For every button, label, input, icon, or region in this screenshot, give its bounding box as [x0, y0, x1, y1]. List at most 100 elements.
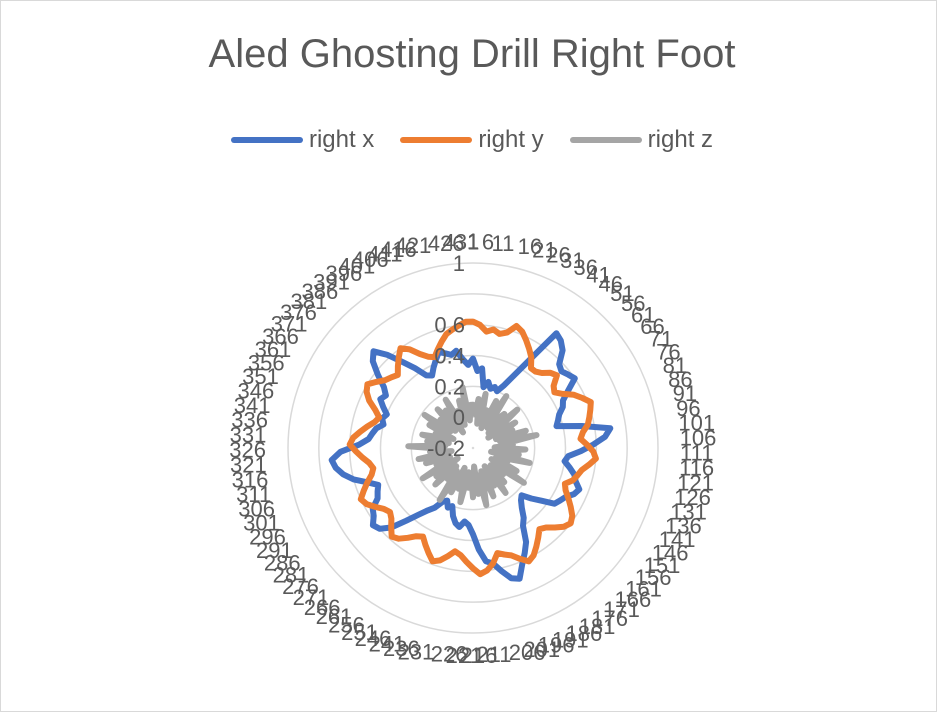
category-label: 256 — [328, 613, 365, 638]
category-label: 91 — [673, 381, 697, 406]
category-label: 206 — [509, 640, 546, 665]
legend-swatch-right-x — [230, 137, 303, 143]
category-label: 426 — [428, 231, 465, 256]
category-label: 241 — [369, 632, 406, 657]
category-label: 101 — [678, 411, 715, 436]
category-label: 396 — [325, 261, 362, 286]
legend-label-right-z: right z — [647, 126, 714, 153]
category-label: 401 — [338, 254, 375, 279]
category-label: 151 — [644, 553, 681, 578]
category-label: 11 — [491, 231, 514, 256]
category-label: 156 — [635, 565, 672, 590]
category-label: 391 — [313, 270, 350, 295]
legend-swatch-right-z — [569, 137, 642, 143]
category-label: 126 — [674, 485, 711, 510]
category-label: 386 — [301, 279, 338, 304]
chart-title: Aled Ghosting Drill Right Foot — [208, 32, 736, 76]
category-label: 231 — [398, 639, 435, 664]
category-label: 286 — [264, 551, 301, 576]
category-label: 41 — [586, 263, 610, 288]
category-label: 276 — [282, 574, 319, 599]
category-label: 106 — [680, 426, 717, 451]
category-label: 301 — [243, 511, 280, 536]
r-tick-label: 0.4 — [434, 344, 465, 369]
category-label: 36 — [574, 255, 598, 280]
category-label: 66 — [640, 314, 664, 339]
grid-ring — [318, 293, 628, 603]
r-tick-label: 1 — [453, 251, 465, 276]
category-label: 226 — [431, 642, 468, 667]
category-label: 341 — [234, 393, 271, 418]
category-label: 131 — [670, 499, 707, 524]
category-label: 351 — [242, 364, 279, 389]
legend-item-right-z: right z — [569, 126, 714, 154]
category-label: 111 — [680, 441, 713, 466]
grid-ring — [287, 262, 659, 634]
category-label: 51 — [610, 281, 634, 306]
legend-swatch-right-y — [400, 137, 473, 143]
category-label: 46 — [599, 271, 623, 296]
category-label: 146 — [652, 540, 689, 565]
category-label: 361 — [255, 337, 292, 362]
category-label: 161 — [625, 576, 662, 601]
category-label: 271 — [293, 585, 330, 610]
category-label: 16 — [518, 234, 542, 259]
category-label: 421 — [395, 233, 432, 258]
category-label: 306 — [238, 497, 275, 522]
category-label: 281 — [273, 563, 310, 588]
category-label: 316 — [232, 467, 269, 492]
category-label: 366 — [262, 324, 299, 349]
category-label: 371 — [271, 312, 308, 337]
category-label: 381 — [290, 289, 327, 314]
legend-item-right-y: right y — [400, 126, 544, 154]
category-label: 331 — [230, 423, 267, 448]
category-label: 116 — [679, 456, 714, 481]
category-label: 321 — [230, 453, 267, 478]
category-label: 196 — [538, 633, 575, 658]
category-label: 376 — [280, 300, 317, 325]
category-label: 71 — [649, 327, 673, 352]
series-line-right-z — [405, 384, 540, 509]
r-tick-label: 0 — [453, 405, 465, 430]
category-label: 26 — [546, 242, 570, 267]
r-tick-label: 0.2 — [434, 374, 465, 399]
category-label: 346 — [237, 378, 274, 403]
category-label: 201 — [523, 637, 560, 662]
category-label: 166 — [615, 587, 652, 612]
category-label: 216 — [461, 643, 498, 668]
series-line-right-y — [346, 318, 599, 578]
category-label: 266 — [304, 595, 341, 620]
r-tick-label: 0.6 — [434, 313, 465, 338]
category-label: 251 — [341, 620, 378, 645]
grid-ring — [471, 446, 475, 450]
category-label: 181 — [579, 614, 616, 639]
category-label: 336 — [231, 408, 268, 433]
category-label: 136 — [665, 514, 702, 539]
category-label: 246 — [355, 626, 392, 651]
category-label: 21 — [532, 238, 556, 263]
category-label: 431 — [443, 229, 480, 254]
category-label: 56 — [621, 291, 645, 316]
legend-label-right-y: right y — [478, 126, 544, 153]
category-label: 406 — [352, 247, 389, 272]
category-label: 221 — [446, 643, 483, 668]
category-label: 176 — [591, 606, 628, 631]
category-label: 416 — [380, 237, 417, 262]
category-label: 6 — [482, 230, 494, 255]
category-label: 186 — [566, 621, 603, 646]
category-label: 261 — [316, 604, 353, 629]
category-label: 236 — [383, 636, 420, 661]
category-label: 326 — [229, 438, 266, 463]
category-label: 296 — [249, 525, 286, 550]
category-label: 311 — [236, 482, 271, 507]
category-label: 86 — [668, 367, 692, 392]
legend-item-right-x: right x — [230, 126, 375, 154]
category-label: 291 — [256, 538, 293, 563]
category-label: 61 — [631, 302, 655, 327]
category-label: 141 — [659, 527, 696, 552]
category-label: 211 — [476, 642, 511, 667]
category-label: 1 — [467, 229, 479, 254]
legend-label-right-x: right x — [308, 126, 375, 153]
category-label: 31 — [560, 248, 584, 273]
